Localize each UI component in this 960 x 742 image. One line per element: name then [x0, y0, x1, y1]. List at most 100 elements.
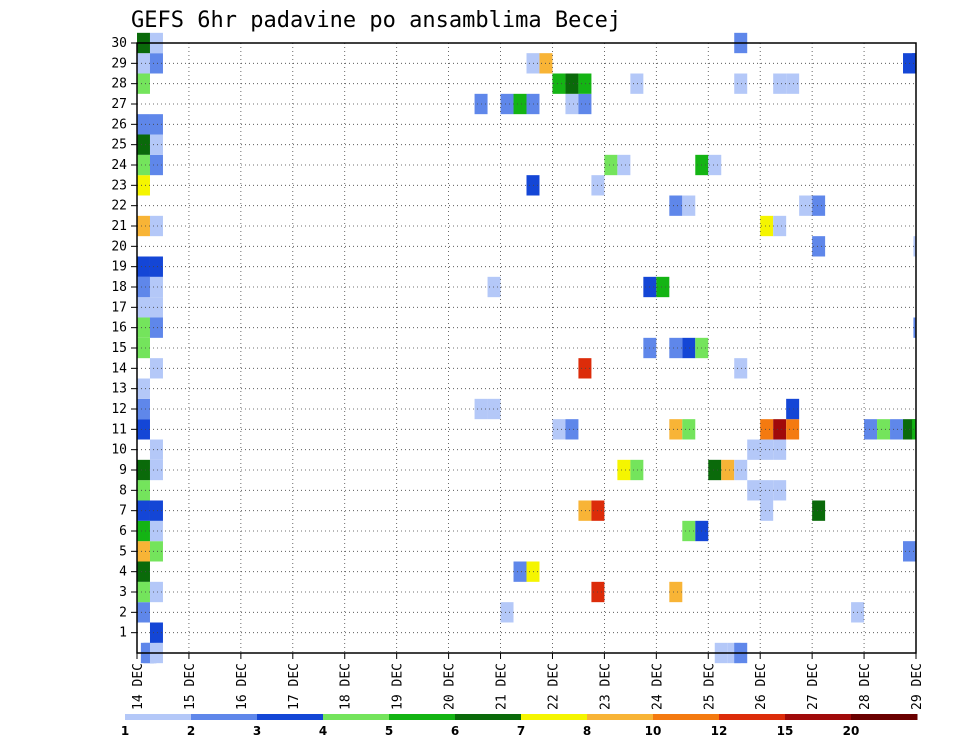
precip-cell — [773, 215, 787, 237]
x-tick-label: 16 DEC — [235, 663, 250, 710]
precip-cell — [487, 398, 501, 420]
y-tick-label: 25 — [111, 138, 127, 153]
y-tick-label: 6 — [119, 524, 127, 539]
precip-cell — [137, 500, 150, 521]
precip-cell — [773, 480, 787, 501]
precip-cell — [734, 358, 748, 379]
precip-cell — [149, 439, 163, 460]
legend-label: 6 — [451, 724, 459, 738]
x-tick-label: 28 DEC — [858, 663, 873, 710]
x-tick-label: 18 DEC — [339, 663, 354, 710]
y-tick-label: 24 — [111, 158, 127, 173]
legend-label: 3 — [253, 724, 261, 738]
precip-cell — [149, 53, 163, 74]
precip-cell — [500, 93, 514, 115]
y-tick-label: 10 — [111, 443, 127, 458]
legend-label: 20 — [843, 724, 860, 738]
precip-cell — [487, 276, 501, 298]
precip-cell — [513, 93, 527, 115]
precip-cell — [137, 114, 150, 135]
precip-cell — [812, 195, 826, 216]
x-tick-label: 27 DEC — [806, 663, 821, 710]
precip-cell — [760, 215, 774, 237]
precip-cell — [773, 73, 787, 94]
y-tick-label: 3 — [119, 585, 127, 600]
legend-label: 2 — [187, 724, 195, 738]
precip-cell — [513, 561, 527, 582]
legend-label: 8 — [583, 724, 591, 738]
precip-cell — [669, 337, 683, 359]
precip-cell — [578, 73, 592, 94]
precip-cell — [137, 459, 150, 481]
legend-swatch — [389, 714, 456, 720]
precip-cell — [137, 561, 150, 582]
precip-cell — [565, 419, 579, 440]
precip-cell — [708, 459, 722, 481]
x-tick-label: 15 DEC — [183, 663, 198, 710]
x-tick-label: 17 DEC — [287, 663, 302, 710]
legend-swatch — [521, 714, 588, 720]
precip-cell — [669, 581, 683, 603]
precip-cell — [137, 256, 150, 277]
x-tick-label: 26 DEC — [754, 663, 769, 710]
precip-cell — [149, 215, 163, 237]
y-tick-label: 16 — [111, 321, 127, 336]
precip-cell — [137, 581, 150, 603]
precip-cell — [552, 419, 566, 440]
precip-cell — [149, 541, 163, 562]
y-axis: 1234567891011121314151617181920212223242… — [111, 36, 137, 641]
precip-cell — [149, 154, 163, 176]
precip-cell — [137, 602, 150, 623]
precip-cell — [149, 500, 163, 521]
legend-swatch — [125, 714, 192, 720]
precip-cell — [912, 53, 916, 74]
legend-swatch — [785, 714, 852, 720]
precip-cell — [682, 337, 696, 359]
precip-cell — [812, 236, 826, 257]
precip-cell — [565, 93, 579, 115]
precip-cell — [786, 73, 800, 94]
legend-label: 15 — [777, 724, 794, 738]
precip-cell — [760, 419, 774, 440]
precip-cell — [786, 419, 800, 440]
y-tick-label: 30 — [111, 36, 127, 51]
x-tick-label: 24 DEC — [650, 663, 665, 710]
y-tick-label: 29 — [111, 56, 127, 71]
y-tick-label: 2 — [119, 605, 127, 620]
chart-title: GEFS 6hr padavine po ansamblima Becej — [131, 8, 621, 33]
y-tick-label: 13 — [111, 382, 127, 397]
precip-cell — [137, 378, 150, 399]
precip-cell — [682, 419, 696, 440]
precip-cell — [734, 73, 748, 94]
legend-swatch — [323, 714, 390, 720]
legend-swatch — [455, 714, 522, 720]
legend-swatch — [653, 714, 720, 720]
y-tick-label: 18 — [111, 280, 127, 295]
precip-cell — [578, 358, 592, 379]
precip-cell — [149, 520, 163, 542]
precip-cell — [137, 53, 150, 74]
precip-cell — [890, 419, 904, 440]
x-tick-label: 22 DEC — [546, 663, 561, 710]
grid-lines — [137, 42, 916, 653]
y-tick-label: 21 — [111, 219, 127, 234]
precip-cell — [552, 73, 566, 94]
y-tick-label: 26 — [111, 117, 127, 132]
precip-cell — [773, 419, 787, 440]
x-tick-label: 29 DEC — [910, 663, 925, 710]
y-tick-label: 12 — [111, 402, 127, 417]
precip-cell — [913, 236, 916, 257]
precip-cell — [760, 439, 774, 460]
y-tick-label: 23 — [111, 178, 127, 193]
y-tick-label: 19 — [111, 260, 127, 275]
precip-cell — [137, 520, 150, 542]
legend-label: 4 — [319, 724, 327, 738]
y-tick-label: 9 — [119, 463, 127, 478]
precip-cell — [526, 175, 540, 196]
y-tick-label: 1 — [119, 626, 127, 641]
x-tick-label: 20 DEC — [443, 663, 458, 710]
precip-cell — [149, 459, 163, 481]
precip-cell — [137, 480, 150, 501]
precip-cell — [669, 419, 683, 440]
